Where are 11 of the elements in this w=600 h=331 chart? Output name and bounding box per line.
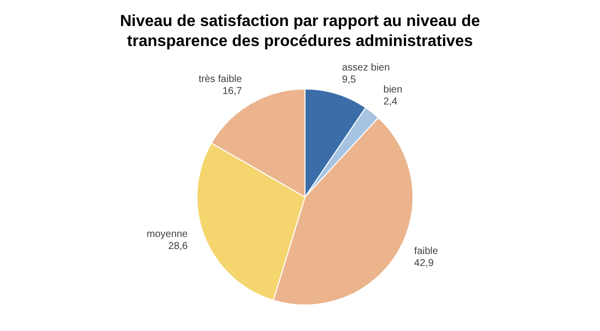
chart-title: Niveau de satisfaction par rapport au niveau de transparence des procédures administratives (118, 12, 482, 52)
data-label: 2,4 (383, 96, 398, 108)
slice-label: très faible (198, 74, 242, 85)
data-label: 28,6 (168, 241, 188, 252)
slice-label: faible (414, 246, 439, 257)
slice-label: bien (383, 84, 402, 96)
slice-label: assez bien (342, 62, 390, 74)
data-label: 9,5 (342, 74, 356, 86)
data-label: 16,7 (222, 86, 242, 97)
data-label: 42,9 (414, 258, 434, 269)
slice-label: moyenne (146, 229, 188, 240)
